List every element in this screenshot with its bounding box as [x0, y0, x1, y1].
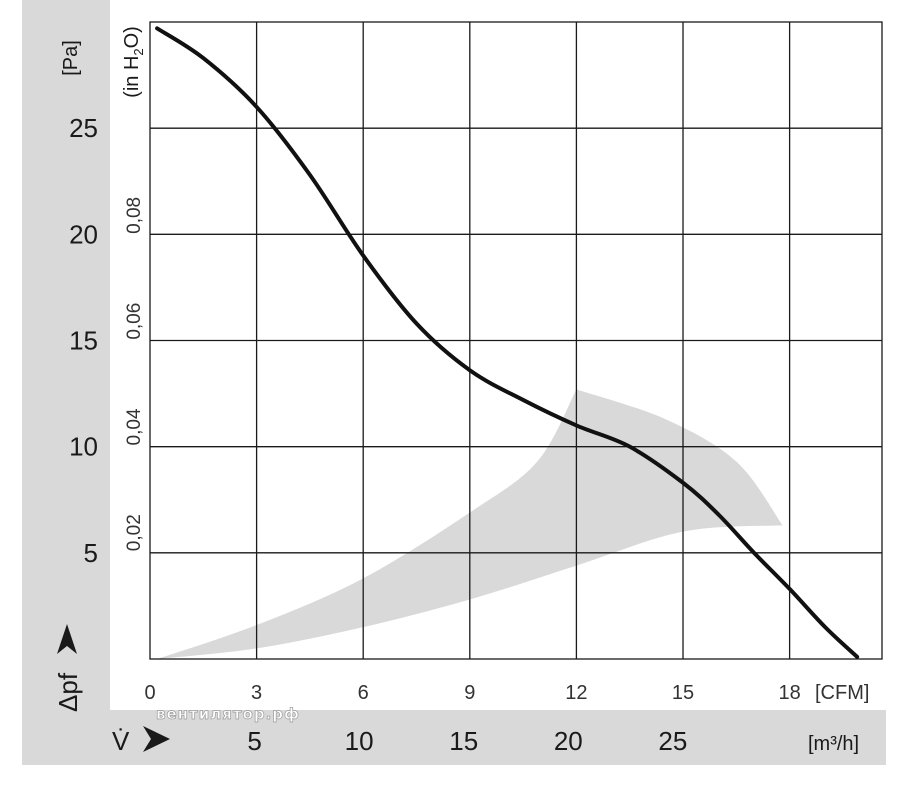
grid	[149, 21, 883, 660]
inh2o-unit-label: (in H2O)	[121, 26, 146, 98]
pa-unit-label: [Pa]	[60, 40, 82, 76]
flow-symbol-text: V̇	[112, 726, 130, 756]
cfm-tick-label: 3	[251, 682, 262, 704]
cfm-tick-label: 6	[358, 682, 369, 704]
inh2o-tick-label: 0,02	[124, 514, 145, 551]
flow-arrow-icon	[143, 726, 170, 752]
pa-tick-label: 25	[69, 113, 98, 143]
m3h-tick-label: 5	[247, 726, 261, 756]
flow-axis-symbol: V̇	[112, 726, 170, 756]
inh2o-tick-label: 0,08	[124, 197, 145, 234]
m3h-tick-label: 25	[658, 726, 687, 756]
pressure-symbol-text: Δpf	[53, 672, 83, 712]
cfm-unit-label: [CFM]	[815, 682, 869, 704]
cfm-tick-label: 9	[464, 682, 475, 704]
pa-tick-label: 15	[69, 326, 98, 356]
m3h-tick-labels: 5 10 15 20 25	[247, 726, 687, 756]
cfm-tick-label: 18	[778, 682, 800, 704]
m3h-unit-label: [m³/h]	[808, 733, 859, 755]
pa-tick-label: 20	[69, 219, 98, 249]
cfm-tick-label: 15	[672, 682, 694, 704]
pressure-axis-symbol: Δpf	[53, 624, 83, 712]
watermark-text: вентилятор.рф	[156, 705, 300, 723]
pa-tick-label: 5	[84, 538, 98, 568]
pressure-arrow-icon	[57, 624, 77, 654]
inh2o-tick-label: 0,04	[124, 408, 145, 445]
inh2o-tick-labels: 0,02 0,04 0,06 0,08	[124, 197, 145, 551]
m3h-tick-label: 15	[449, 726, 478, 756]
pa-tick-labels: 5 10 15 20 25	[69, 113, 98, 568]
pressure-flow-curve	[155, 26, 860, 659]
cfm-tick-label: 12	[565, 682, 587, 704]
m3h-tick-label: 20	[554, 726, 583, 756]
cfm-tick-labels: 0 3 6 9 12 15 18	[144, 682, 800, 704]
m3h-tick-label: 10	[345, 726, 374, 756]
pa-tick-label: 10	[69, 432, 98, 462]
cfm-tick-label: 0	[144, 682, 155, 704]
inh2o-tick-label: 0,06	[124, 303, 145, 340]
